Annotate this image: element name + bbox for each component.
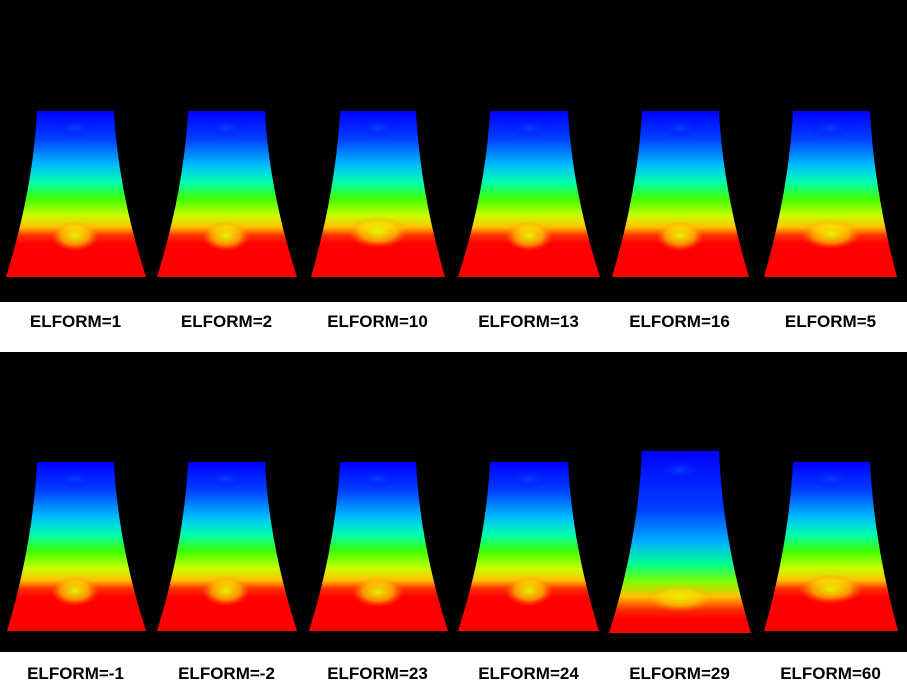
fringe-shape-elform-10 xyxy=(311,111,445,277)
caption-elform-16: ELFORM=16 xyxy=(629,312,730,331)
caption-elform-23: ELFORM=23 xyxy=(327,664,428,683)
top-plot-row xyxy=(0,0,907,302)
fringe-shape-elform-1 xyxy=(6,111,146,277)
fringe-shape-elform-minus-2 xyxy=(157,462,297,631)
fringe-shape-elform-24 xyxy=(458,462,599,631)
fringe-shape-elform-2 xyxy=(157,111,297,277)
caption-elform-minus-1: ELFORM=-1 xyxy=(27,664,124,683)
caption-elform-24: ELFORM=24 xyxy=(478,664,579,683)
fringe-shape-elform-minus-1 xyxy=(7,462,146,631)
caption-elform-minus-2: ELFORM=-2 xyxy=(178,664,275,683)
fringe-shape-elform-60 xyxy=(764,462,898,631)
caption-elform-10: ELFORM=10 xyxy=(327,312,428,331)
fringe-shape-elform-29 xyxy=(609,451,751,633)
caption-elform-5: ELFORM=5 xyxy=(784,312,877,331)
bottom-fringe-plots xyxy=(7,451,898,633)
fringe-shape-elform-16 xyxy=(612,111,749,277)
bottom-plot-row xyxy=(0,352,907,652)
caption-elform-13: ELFORM=13 xyxy=(478,312,579,331)
caption-elform-60: ELFORM=60 xyxy=(780,664,881,683)
fringe-shape-elform-23 xyxy=(309,462,448,631)
top-fringe-plots xyxy=(6,111,897,277)
bottom-label-band: ELFORM=-1 ELFORM=-2 ELFORM=23 ELFORM=24 … xyxy=(0,652,907,699)
caption-elform-2: ELFORM=2 xyxy=(180,312,273,331)
top-label-band: ELFORM=1 ELFORM=2 ELFORM=10 ELFORM=13 EL… xyxy=(0,302,907,352)
fringe-shape-elform-13 xyxy=(458,111,600,277)
caption-elform-29: ELFORM=29 xyxy=(629,664,730,683)
caption-elform-1: ELFORM=1 xyxy=(29,312,122,331)
fringe-shape-elform-5 xyxy=(764,111,897,277)
